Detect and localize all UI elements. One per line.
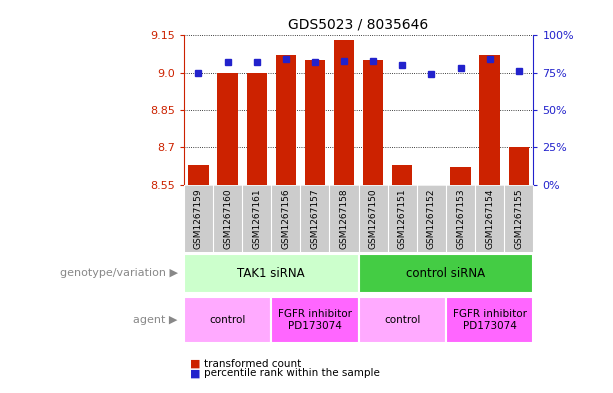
Text: GSM1267151: GSM1267151 [398, 188, 407, 249]
Bar [509, 147, 529, 185]
Bar [392, 165, 413, 185]
Bar [359, 254, 533, 292]
Text: GSM1267154: GSM1267154 [485, 188, 494, 248]
Text: GSM1267161: GSM1267161 [252, 188, 261, 249]
Bar [184, 297, 272, 343]
Bar [218, 73, 238, 185]
Title: GDS5023 / 8035646: GDS5023 / 8035646 [289, 17, 428, 31]
Text: GSM1267155: GSM1267155 [514, 188, 524, 249]
Text: GSM1267158: GSM1267158 [340, 188, 349, 249]
Bar [272, 297, 359, 343]
Text: GSM1267152: GSM1267152 [427, 188, 436, 248]
Text: ■: ■ [190, 358, 200, 369]
Text: GSM1267153: GSM1267153 [456, 188, 465, 249]
Text: control siRNA: control siRNA [406, 266, 485, 280]
Bar [334, 40, 354, 185]
Text: transformed count: transformed count [204, 358, 301, 369]
Bar [188, 165, 208, 185]
Text: control: control [210, 315, 246, 325]
Bar [184, 254, 359, 292]
Text: TAK1 siRNA: TAK1 siRNA [237, 266, 305, 280]
Bar [246, 73, 267, 185]
Text: GSM1267159: GSM1267159 [194, 188, 203, 249]
Bar [446, 297, 533, 343]
Text: GSM1267156: GSM1267156 [281, 188, 291, 249]
Bar [305, 60, 325, 185]
Text: FGFR inhibitor
PD173074: FGFR inhibitor PD173074 [278, 310, 352, 331]
Text: GSM1267160: GSM1267160 [223, 188, 232, 249]
Bar [451, 167, 471, 185]
Text: genotype/variation ▶: genotype/variation ▶ [60, 268, 178, 278]
Text: ■: ■ [190, 368, 200, 378]
Text: GSM1267150: GSM1267150 [368, 188, 378, 249]
Text: FGFR inhibitor
PD173074: FGFR inhibitor PD173074 [452, 310, 527, 331]
Bar [276, 55, 296, 185]
Text: agent ▶: agent ▶ [134, 315, 178, 325]
Bar [363, 60, 383, 185]
Text: GSM1267157: GSM1267157 [310, 188, 319, 249]
Text: control: control [384, 315, 421, 325]
Bar [479, 55, 500, 185]
Bar [359, 297, 446, 343]
Text: percentile rank within the sample: percentile rank within the sample [204, 368, 379, 378]
